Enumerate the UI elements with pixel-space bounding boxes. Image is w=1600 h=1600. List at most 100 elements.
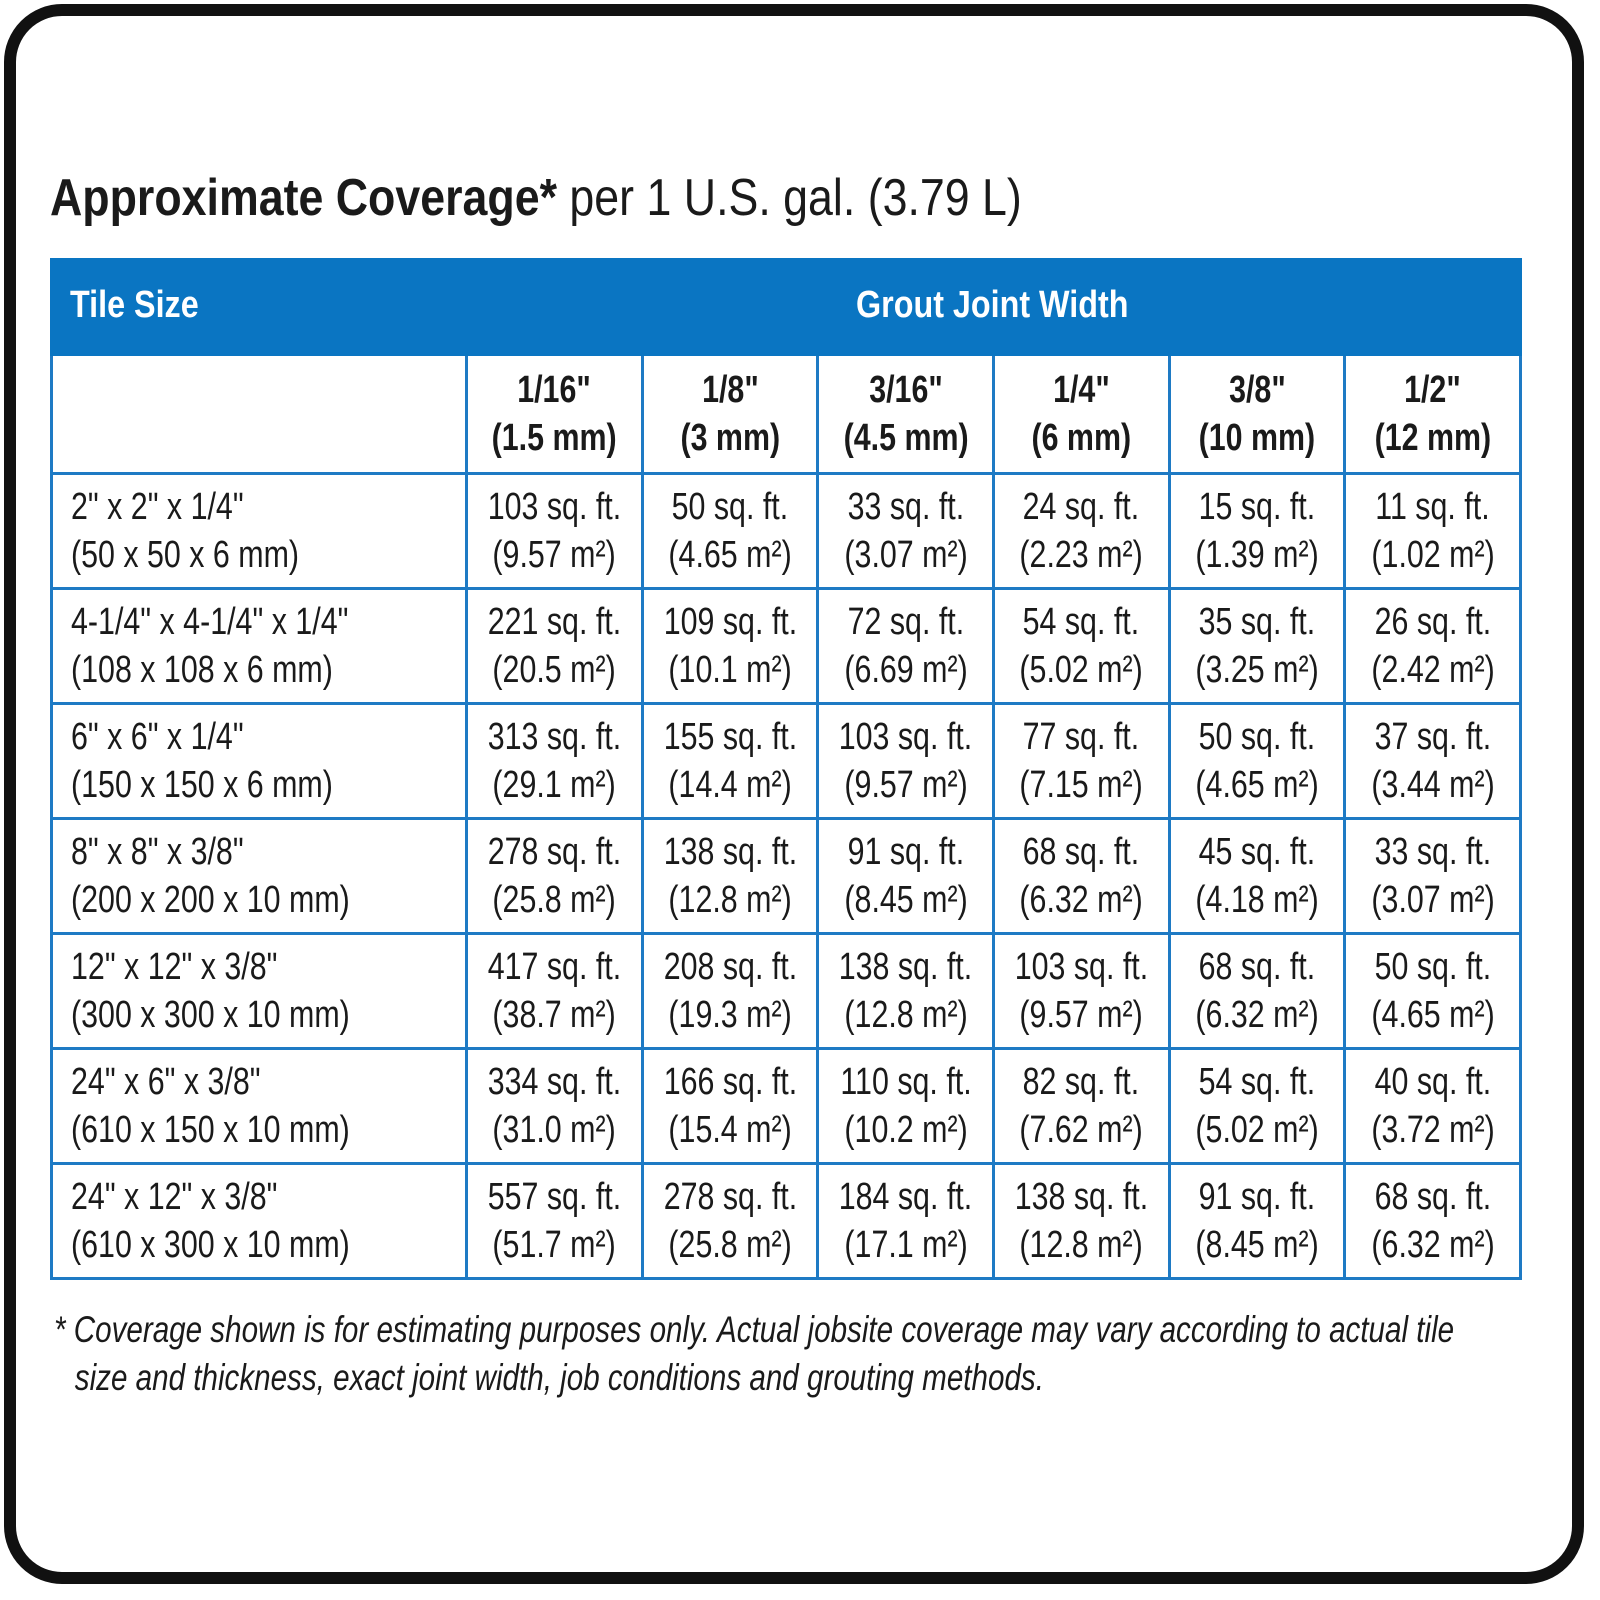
coverage-m2: (2.42 m²): [1370, 649, 1495, 691]
coverage-sqft: 103 sq. ft.: [1014, 946, 1149, 988]
coverage-m2: (9.57 m²): [492, 534, 616, 576]
coverage-m2: (20.5 m²): [492, 649, 616, 691]
coverage-sqft: 417 sq. ft.: [487, 946, 622, 988]
coverage-m2: (8.45 m²): [1195, 1224, 1319, 1266]
coverage-m2: (9.57 m²): [843, 764, 968, 806]
coverage-sqft: 103 sq. ft.: [487, 486, 622, 528]
coverage-cell: 103 sq. ft. (9.57 m²): [991, 932, 1171, 1050]
coverage-m2: (1.02 m²): [1370, 534, 1495, 576]
column-header: 1/4" (6 mm): [991, 356, 1171, 475]
coverage-m2: (25.8 m²): [668, 1224, 792, 1266]
tile-size-mm: (610 x 150 x 10 mm): [71, 1109, 350, 1151]
coverage-sqft: 334 sq. ft.: [487, 1061, 622, 1103]
coverage-cell: 50 sq. ft. (4.65 m²): [1343, 932, 1522, 1050]
coverage-sqft: 138 sq. ft.: [1014, 1176, 1149, 1218]
coverage-m2: (3.72 m²): [1370, 1109, 1495, 1151]
column-header: 1/16" (1.5 mm): [465, 356, 644, 475]
tile-size-cell: 8" x 8" x 3/8" (200 x 200 x 10 mm): [50, 817, 468, 935]
coverage-cell: 50 sq. ft. (4.65 m²): [1167, 702, 1347, 820]
coverage-sqft: 184 sq. ft.: [838, 1176, 973, 1218]
coverage-cell: 45 sq. ft. (4.18 m²): [1167, 817, 1347, 935]
coverage-m2: (8.45 m²): [843, 879, 968, 921]
coverage-m2: (6.32 m²): [1019, 879, 1143, 921]
coverage-cell: 138 sq. ft. (12.8 m²): [991, 1162, 1171, 1280]
coverage-m2: (9.57 m²): [1019, 994, 1143, 1036]
coverage-cell: 184 sq. ft. (17.1 m²): [816, 1162, 995, 1280]
coverage-m2: (4.18 m²): [1195, 879, 1319, 921]
title-bold: Approximate Coverage*: [50, 169, 557, 227]
rounded-frame: [4, 4, 1584, 1584]
coverage-m2: (6.32 m²): [1195, 994, 1319, 1036]
coverage-sqft: 50 sq. ft.: [671, 486, 789, 528]
tile-size-inch: 8" x 8" x 3/8": [71, 831, 244, 873]
coverage-sqft: 103 sq. ft.: [838, 716, 973, 758]
coverage-cell: 103 sq. ft. (9.57 m²): [465, 472, 644, 590]
table-row: 8" x 8" x 3/8" (200 x 200 x 10 mm) 278 sq.…: [50, 817, 1522, 935]
coverage-m2: (5.02 m²): [1019, 649, 1143, 691]
coverage-sqft: 109 sq. ft.: [663, 601, 797, 643]
coverage-m2: (3.07 m²): [1370, 879, 1495, 921]
coverage-sqft: 82 sq. ft.: [1022, 1061, 1140, 1103]
tile-size-mm: (108 x 108 x 6 mm): [71, 649, 333, 691]
coverage-cell: 109 sq. ft. (10.1 m²): [640, 587, 820, 705]
table-row: 2" x 2" x 1/4" (50 x 50 x 6 mm) 103 sq. ft…: [50, 472, 1522, 590]
coverage-m2: (17.1 m²): [843, 1224, 968, 1266]
coverage-sqft: 278 sq. ft.: [663, 1176, 797, 1218]
column-mm: (12 mm): [1374, 417, 1491, 459]
footnote-line-2: size and thickness, exact joint width, j…: [74, 1357, 1044, 1398]
column-mm: (4.5 mm): [843, 417, 969, 459]
coverage-sqft: 77 sq. ft.: [1022, 716, 1140, 758]
coverage-sqft: 138 sq. ft.: [838, 946, 973, 988]
coverage-m2: (38.7 m²): [492, 994, 616, 1036]
tile-size-inch: 4-1/4" x 4-1/4" x 1/4": [71, 601, 349, 643]
coverage-cell: 50 sq. ft. (4.65 m²): [640, 472, 820, 590]
coverage-m2: (12.8 m²): [668, 879, 792, 921]
coverage-sqft: 35 sq. ft.: [1198, 601, 1316, 643]
coverage-sqft: 26 sq. ft.: [1374, 601, 1491, 643]
coverage-cell: 26 sq. ft. (2.42 m²): [1343, 587, 1522, 705]
coverage-cell: 11 sq. ft. (1.02 m²): [1343, 472, 1522, 590]
tile-size-inch: 12" x 12" x 3/8": [71, 946, 278, 988]
tile-size-mm: (50 x 50 x 6 mm): [71, 534, 300, 576]
tile-size-inch: 24" x 12" x 3/8": [71, 1176, 278, 1218]
column-header: 1/8" (3 mm): [640, 356, 820, 475]
grout-joint-width-header: Grout Joint Width: [855, 284, 1129, 326]
column-mm: (3 mm): [680, 417, 780, 459]
coverage-cell: 278 sq. ft. (25.8 m²): [465, 817, 644, 935]
coverage-cell: 77 sq. ft. (7.15 m²): [991, 702, 1171, 820]
column-mm: (1.5 mm): [491, 417, 617, 459]
tile-size-mm: (610 x 300 x 10 mm): [71, 1224, 350, 1266]
coverage-sqft: 45 sq. ft.: [1198, 831, 1316, 873]
tile-size-mm: (300 x 300 x 10 mm): [71, 994, 350, 1036]
coverage-cell: 68 sq. ft. (6.32 m²): [1343, 1162, 1522, 1280]
coverage-cell: 72 sq. ft. (6.69 m²): [816, 587, 995, 705]
tile-size-cell: 24" x 12" x 3/8" (610 x 300 x 10 mm): [50, 1162, 468, 1280]
coverage-table: Tile Size Grout Joint Width 1/16" (1.5 mm…: [50, 258, 1522, 1280]
tile-size-cell: 4-1/4" x 4-1/4" x 1/4" (108 x 108 x 6 mm): [50, 587, 468, 705]
coverage-cell: 68 sq. ft. (6.32 m²): [991, 817, 1171, 935]
coverage-sqft: 37 sq. ft.: [1374, 716, 1491, 758]
coverage-sqft: 72 sq. ft.: [847, 601, 964, 643]
tile-size-cell: 6" x 6" x 1/4" (150 x 150 x 6 mm): [50, 702, 468, 820]
column-inch: 1/8": [701, 369, 759, 411]
coverage-m2: (3.44 m²): [1370, 764, 1495, 806]
tile-size-cell: 12" x 12" x 3/8" (300 x 300 x 10 mm): [50, 932, 468, 1050]
coverage-sqft: 278 sq. ft.: [487, 831, 622, 873]
column-header: 3/16" (4.5 mm): [816, 356, 995, 475]
coverage-sqft: 155 sq. ft.: [663, 716, 797, 758]
coverage-m2: (12.8 m²): [843, 994, 968, 1036]
coverage-m2: (2.23 m²): [1019, 534, 1143, 576]
coverage-sqft: 54 sq. ft.: [1022, 601, 1140, 643]
coverage-cell: 208 sq. ft. (19.3 m²): [640, 932, 820, 1050]
column-inch: 1/16": [517, 369, 592, 411]
coverage-cell: 33 sq. ft. (3.07 m²): [816, 472, 995, 590]
column-mm: (10 mm): [1198, 417, 1316, 459]
footnote: * Coverage shown is for estimating purpo…: [54, 1306, 1454, 1402]
coverage-sqft: 50 sq. ft.: [1198, 716, 1316, 758]
coverage-sqft: 68 sq. ft.: [1022, 831, 1140, 873]
coverage-sqft: 221 sq. ft.: [487, 601, 622, 643]
coverage-cell: 37 sq. ft. (3.44 m²): [1343, 702, 1522, 820]
coverage-m2: (10.1 m²): [668, 649, 792, 691]
coverage-cell: 313 sq. ft. (29.1 m²): [465, 702, 644, 820]
coverage-cell: 40 sq. ft. (3.72 m²): [1343, 1047, 1522, 1165]
